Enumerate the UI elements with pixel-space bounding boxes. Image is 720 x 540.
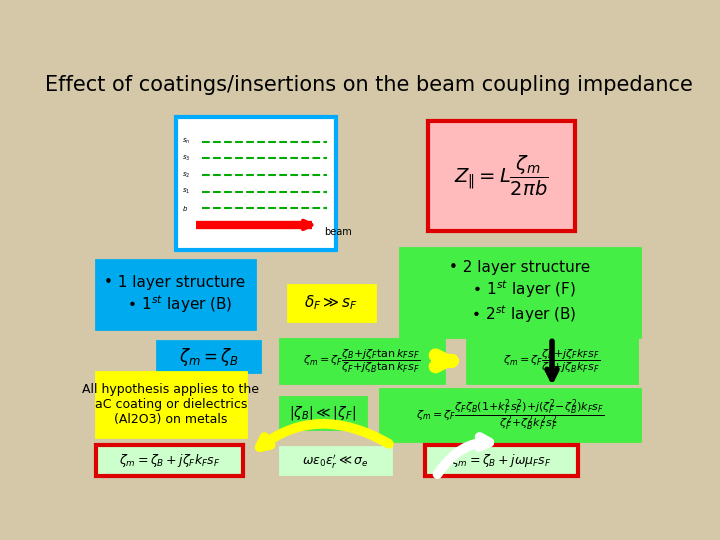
FancyBboxPatch shape <box>467 339 637 383</box>
Text: $s_3$: $s_3$ <box>182 154 190 163</box>
FancyBboxPatch shape <box>380 389 639 441</box>
Text: $\delta_F \gg s_F$: $\delta_F \gg s_F$ <box>305 294 359 312</box>
FancyBboxPatch shape <box>280 339 444 383</box>
Text: beam: beam <box>324 227 352 237</box>
Text: $\zeta_m{=}\zeta_F\dfrac{\zeta_F\zeta_B(1{+}k_F^2 s_F^2){+}j(\zeta_F^2{-}\zeta_B: $\zeta_m{=}\zeta_F\dfrac{\zeta_F\zeta_B(… <box>415 397 604 433</box>
Text: $s_2$: $s_2$ <box>182 171 190 180</box>
Text: $\zeta_m{=}\zeta_B + j\omega\mu_F s_F$: $\zeta_m{=}\zeta_B + j\omega\mu_F s_F$ <box>451 453 552 469</box>
FancyBboxPatch shape <box>280 397 366 429</box>
Text: $\zeta_m{=}\zeta_B + j\zeta_F k_F s_F$: $\zeta_m{=}\zeta_B + j\zeta_F k_F s_F$ <box>119 453 220 469</box>
FancyBboxPatch shape <box>428 121 575 231</box>
FancyBboxPatch shape <box>157 341 260 373</box>
Text: $\zeta_m{=}\zeta_F\dfrac{\zeta_B{+}j\zeta_F\tan k_F s_F}{\zeta_F{+}j\zeta_B\tan : $\zeta_m{=}\zeta_F\dfrac{\zeta_B{+}j\zet… <box>303 347 420 375</box>
Text: $b$: $b$ <box>182 204 188 213</box>
Text: Effect of coatings/insertions on the beam coupling impedance: Effect of coatings/insertions on the bea… <box>45 75 693 95</box>
FancyBboxPatch shape <box>400 248 639 337</box>
Text: $\omega\varepsilon_0\varepsilon_r^{\prime} \ll \sigma_e$: $\omega\varepsilon_0\varepsilon_r^{\prim… <box>302 452 369 470</box>
FancyBboxPatch shape <box>280 447 392 474</box>
Text: $s_1$: $s_1$ <box>182 187 190 196</box>
FancyBboxPatch shape <box>96 260 255 329</box>
FancyBboxPatch shape <box>96 446 243 476</box>
FancyBboxPatch shape <box>288 285 374 321</box>
FancyBboxPatch shape <box>96 373 246 437</box>
FancyBboxPatch shape <box>425 446 578 476</box>
Text: $Z_\| = L\dfrac{\zeta_m}{2\pi b}$: $Z_\| = L\dfrac{\zeta_m}{2\pi b}$ <box>454 154 549 198</box>
Text: $s_n$: $s_n$ <box>182 137 191 146</box>
Text: $\zeta_m=\zeta_B$: $\zeta_m=\zeta_B$ <box>179 346 238 368</box>
Text: • 1 layer structure
  • 1$^{st}$ layer (B): • 1 layer structure • 1$^{st}$ layer (B) <box>104 274 246 314</box>
FancyBboxPatch shape <box>176 117 336 250</box>
Text: • 2 layer structure
  • 1$^{st}$ layer (F)
  • 2$^{st}$ layer (B): • 2 layer structure • 1$^{st}$ layer (F)… <box>449 260 590 325</box>
Text: $|\zeta_B| \ll |\zeta_F|$: $|\zeta_B| \ll |\zeta_F|$ <box>289 404 356 422</box>
Text: All hypothesis applies to the
aC coating or dielectrics
(Al2O3) on metals: All hypothesis applies to the aC coating… <box>82 383 259 426</box>
Text: $\zeta_m{=}\zeta_F\dfrac{\zeta_B{+}j\zeta_F k_F s_F}{\zeta_F{+}j\zeta_B k_F s_F}: $\zeta_m{=}\zeta_F\dfrac{\zeta_B{+}j\zet… <box>503 347 600 375</box>
